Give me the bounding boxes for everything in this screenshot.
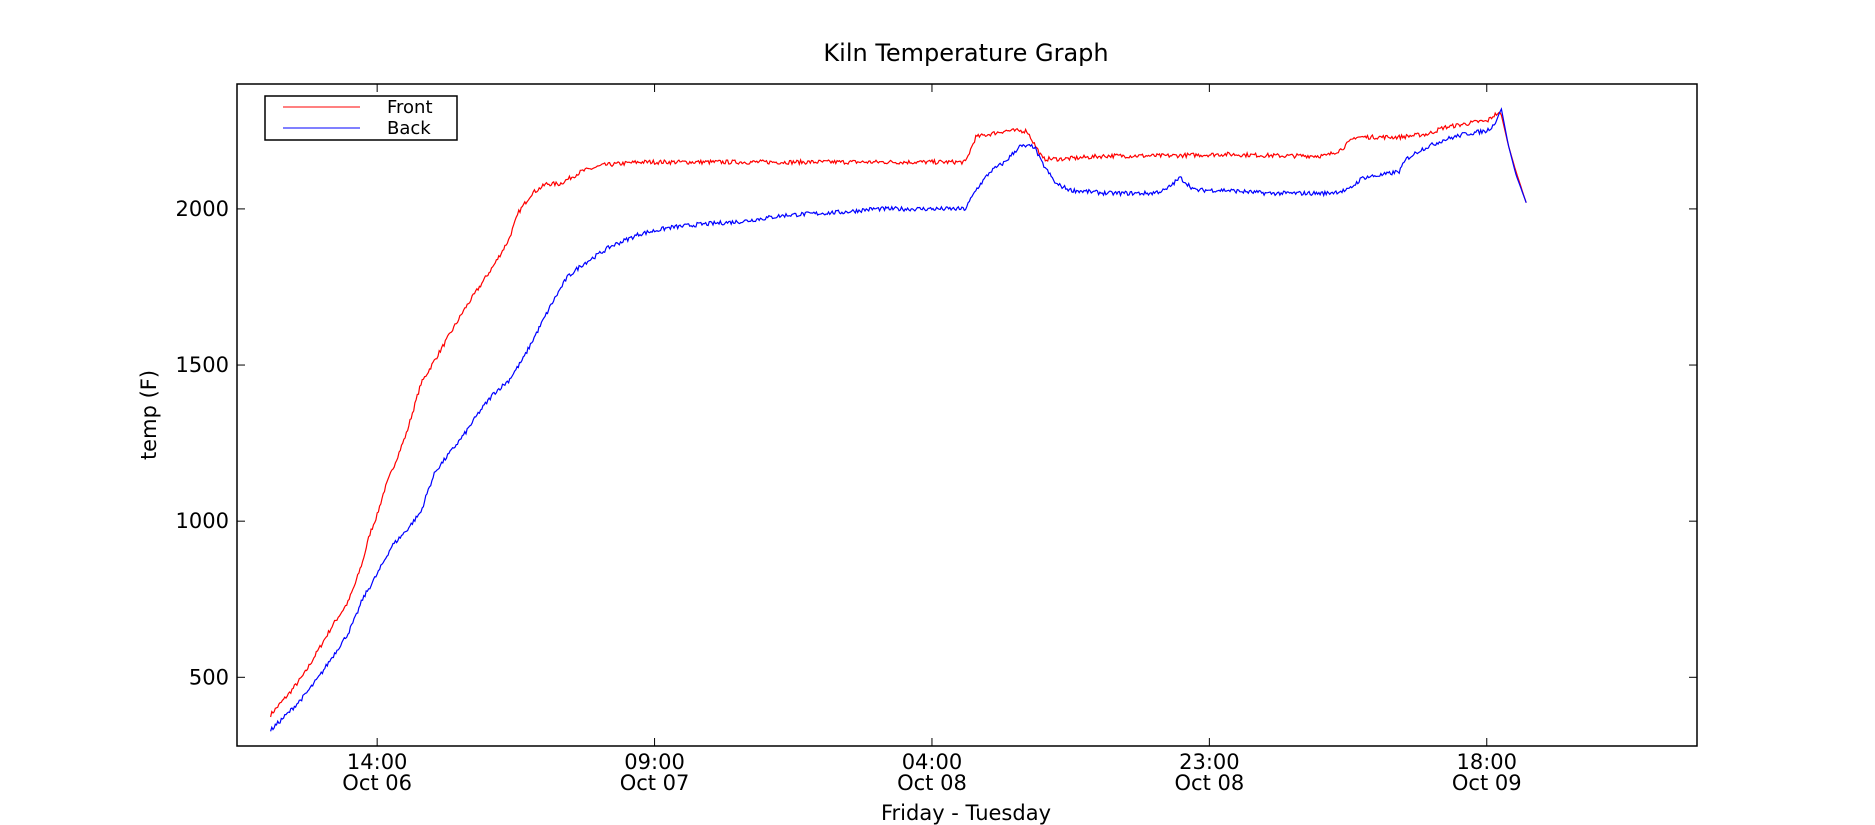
y-axis-label: temp (F) — [137, 370, 161, 460]
x-tick-date-label: Oct 06 — [342, 771, 412, 795]
x-tick-time-label: 18:00 — [1456, 750, 1517, 774]
legend: Front Back — [264, 95, 458, 141]
x-tick-date-label: Oct 08 — [1175, 771, 1245, 795]
plot-frame — [236, 83, 1698, 747]
y-tick-label: 500 — [189, 665, 229, 689]
legend-label-front: Front — [387, 97, 433, 118]
chart-title: Kiln Temperature Graph — [823, 39, 1108, 67]
x-tick-date-label: Oct 09 — [1452, 771, 1522, 795]
series-line-front — [270, 111, 1527, 718]
legend-label-back: Back — [387, 118, 431, 139]
y-axis: 500 1000 1500 2000 — [176, 197, 1697, 689]
x-tick-time-label: 23:00 — [1179, 750, 1240, 774]
y-tick-label: 2000 — [176, 197, 229, 221]
x-tick-time-label: 09:00 — [624, 750, 685, 774]
x-axis-label: Friday - Tuesday — [881, 801, 1051, 825]
plot-area — [270, 107, 1527, 732]
x-tick-date-label: Oct 08 — [897, 771, 967, 795]
x-tick-time-label: 04:00 — [902, 750, 963, 774]
x-tick-time-label: 14:00 — [347, 750, 408, 774]
y-tick-label: 1000 — [176, 509, 229, 533]
x-tick-date-label: Oct 07 — [620, 771, 690, 795]
y-tick-label: 1500 — [176, 353, 229, 377]
series-line-back — [270, 107, 1527, 732]
legend-box — [264, 95, 458, 141]
